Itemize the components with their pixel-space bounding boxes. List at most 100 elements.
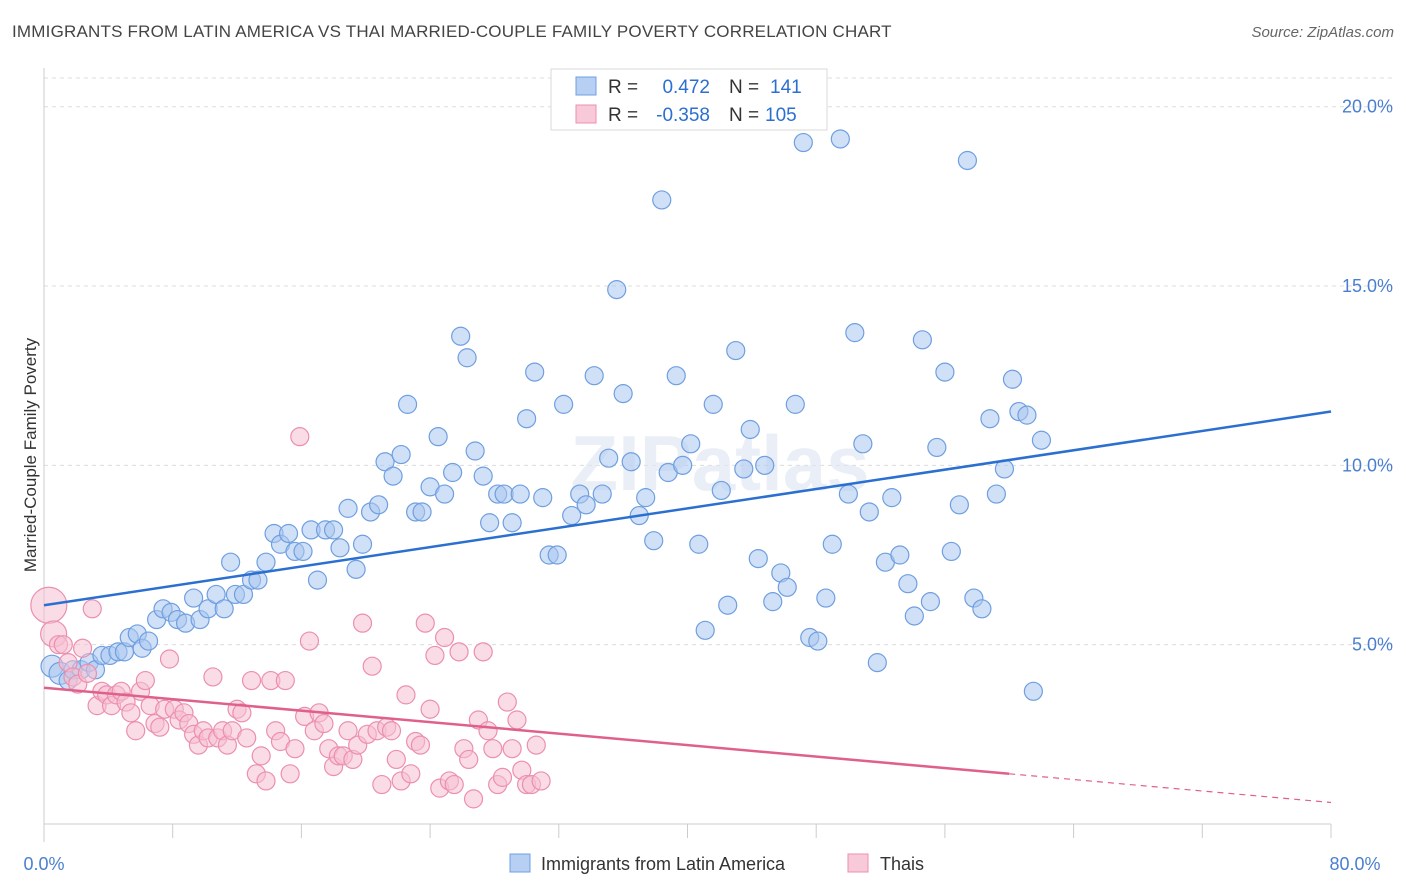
thais-point <box>77 663 98 683</box>
legend-n-label-2: N = <box>729 105 759 126</box>
immigrants-trend-line <box>43 410 1332 607</box>
immigrants-point <box>972 599 992 619</box>
immigrants-point <box>391 444 411 465</box>
immigrants-point <box>890 545 910 565</box>
bottom-legend-label-immigrants: Immigrants from Latin America <box>541 854 786 874</box>
immigrants-point <box>652 190 672 210</box>
thais-point <box>82 599 102 619</box>
immigrants-point <box>845 323 865 343</box>
thais-point <box>241 670 262 691</box>
immigrants-point <box>457 348 477 368</box>
legend-box: R = 0.472 N = 141 R = -0.358 N = 105 <box>550 68 828 131</box>
bottom-legend-swatch-blue <box>509 853 531 873</box>
immigrants-point <box>912 330 932 350</box>
legend-swatch-blue <box>575 76 597 96</box>
immigrants-point <box>935 362 955 382</box>
y-tick-label: 15.0% <box>1342 276 1393 296</box>
thais-point <box>531 771 551 791</box>
thais-point <box>386 749 406 770</box>
thais-point <box>280 764 300 784</box>
immigrants-point <box>882 488 902 508</box>
immigrants-point <box>599 448 619 468</box>
immigrants-point <box>525 362 545 382</box>
thais-point <box>362 656 382 676</box>
immigrants-point <box>480 513 500 533</box>
immigrants-point <box>785 394 805 414</box>
thais-point <box>352 613 373 633</box>
immigrants-point <box>473 466 493 486</box>
y-tick-label: 5.0% <box>1352 635 1393 655</box>
immigrants-point <box>748 548 768 569</box>
thais-point <box>159 649 180 669</box>
immigrants-point <box>346 559 366 579</box>
immigrants-point <box>533 488 553 508</box>
bottom-legend-label-thais: Thais <box>880 854 924 874</box>
x-tick-label: 0.0% <box>23 854 64 874</box>
immigrants-point <box>576 495 596 515</box>
legend-r-label-2: R = <box>608 105 638 126</box>
immigrants-point <box>830 129 850 149</box>
thais-point <box>275 670 295 691</box>
bottom-legend: Immigrants from Latin America Thais <box>509 853 924 874</box>
immigrants-point <box>763 592 783 612</box>
legend-r-value-2: -0.358 <box>656 105 710 126</box>
immigrants-point <box>621 452 641 472</box>
immigrants-point <box>703 394 723 414</box>
thais-point <box>150 717 170 737</box>
tick-labels: 5.0% 10.0% 15.0% 20.0% 0.0% 80.0% <box>23 97 1393 874</box>
thais-trend-line <box>43 686 1010 776</box>
immigrants-point <box>554 394 574 414</box>
immigrants-point <box>233 584 254 605</box>
immigrants-point <box>867 653 887 673</box>
thais-point <box>449 642 469 662</box>
immigrants-point <box>718 595 738 615</box>
immigrants-point <box>443 462 463 483</box>
immigrants-point <box>517 409 537 429</box>
thais-point <box>502 739 522 759</box>
immigrants-point <box>547 545 567 565</box>
thais-point <box>285 739 305 759</box>
immigrants-point <box>293 541 313 562</box>
thais-point <box>410 735 431 755</box>
immigrants-point <box>740 419 760 440</box>
immigrants-point <box>666 366 686 386</box>
immigrants-point <box>726 340 746 361</box>
immigrants-point <box>451 326 471 346</box>
immigrants-point <box>221 552 241 572</box>
y-tick-label: 20.0% <box>1342 97 1393 117</box>
thais-point <box>478 721 498 741</box>
immigrants-point <box>904 606 924 626</box>
immigrants-point <box>636 488 656 508</box>
immigrants-point <box>777 577 797 597</box>
thais-point <box>121 703 141 723</box>
legend-r-label-1: R = <box>608 77 638 98</box>
immigrants-point <box>816 588 836 608</box>
immigrants-point <box>184 588 204 608</box>
thais-point <box>507 710 527 730</box>
immigrants-point <box>822 534 842 554</box>
immigrants-point <box>248 570 268 590</box>
immigrants-point <box>584 366 604 386</box>
immigrants-point <box>375 452 395 472</box>
immigrants-point <box>1023 681 1043 701</box>
immigrants-point <box>465 441 485 461</box>
immigrants-point <box>986 484 1006 504</box>
immigrants-point <box>607 280 627 300</box>
immigrants-point <box>397 394 418 414</box>
immigrants-point <box>673 455 693 475</box>
immigrants-point <box>734 459 754 479</box>
legend-swatch-pink <box>575 104 597 124</box>
thais-point <box>492 767 513 787</box>
immigrants-point <box>920 592 941 612</box>
thais-point <box>290 427 310 447</box>
immigrants-point <box>853 434 873 454</box>
gridlines <box>44 77 1392 646</box>
immigrants-point <box>613 384 633 404</box>
legend-n-label-1: N = <box>729 77 759 98</box>
thais-point <box>396 685 416 705</box>
immigrants-point <box>434 484 455 504</box>
immigrants-point <box>695 620 715 640</box>
immigrants-point <box>1031 430 1052 450</box>
immigrants-point <box>838 484 858 504</box>
thais-point <box>232 703 252 723</box>
